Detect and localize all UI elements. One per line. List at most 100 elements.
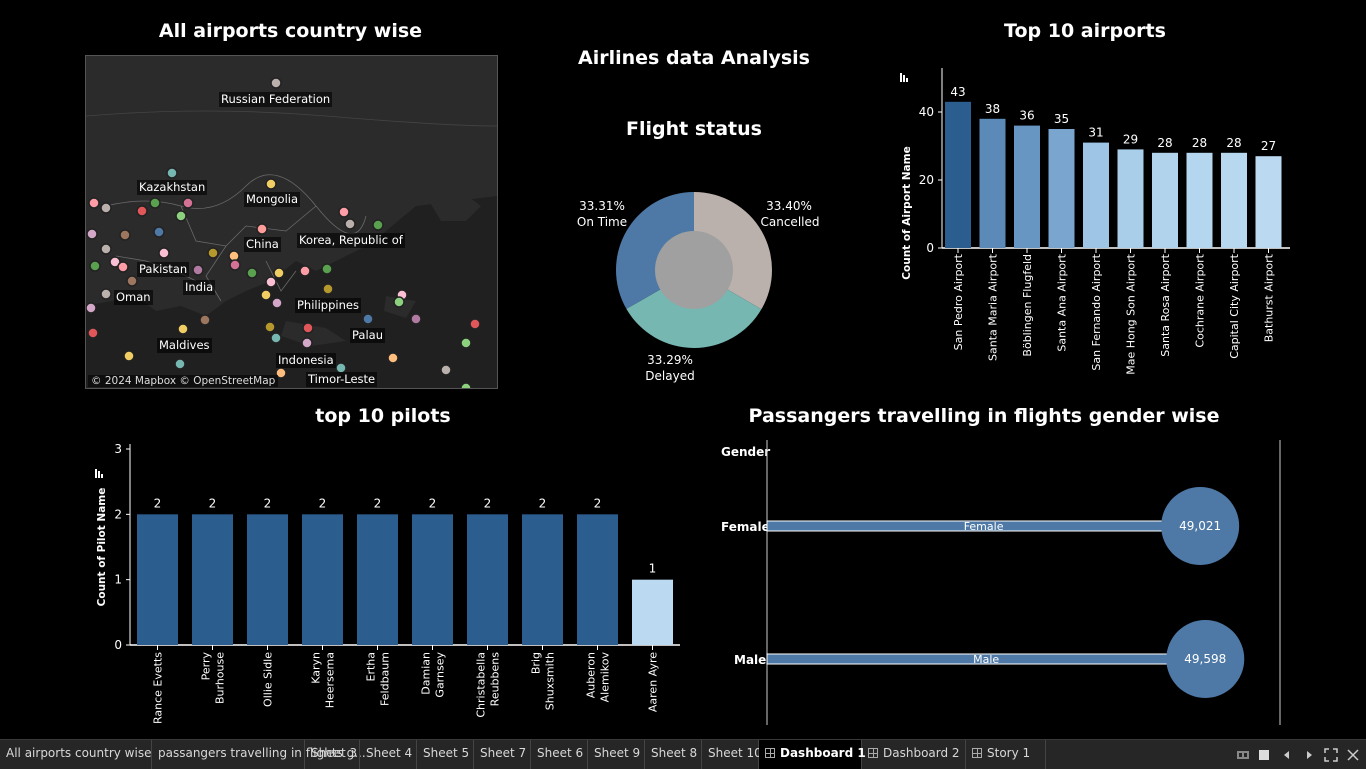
pilot-bar[interactable] [192,514,233,645]
sheet-tab-label: Dashboard 1 [780,746,866,760]
map-label-palau: Palau [350,328,385,343]
map-title: All airports country wise [158,20,423,42]
pilot-name-label: Heersema [324,652,337,708]
pilot-name-label: Reubbens [489,652,502,707]
pilot-bar[interactable] [632,579,673,645]
sort-icon[interactable] [900,73,908,82]
pilot-bar[interactable] [412,514,453,645]
airport-bar[interactable] [979,118,1006,248]
pilot-bar[interactable] [302,514,343,645]
pilot-bar-value: 2 [209,496,217,510]
pilot-bar[interactable] [137,514,178,645]
map-label-china: China [244,237,281,252]
airport-bar[interactable] [1255,156,1282,248]
pilots-y-axis-label: Count of Pilot Name [96,488,108,607]
sheet-tab-label: Sheet 9 [594,746,641,760]
pilot-bar[interactable] [577,514,618,645]
sheet-tab-label: Sheet 3 [311,746,358,760]
airports-y-axis-label: Count of Airport Name [901,146,913,279]
pilot-bar[interactable] [247,514,288,645]
pilot-name-label: Brig [530,652,543,674]
airport-bar-value: 29 [1123,132,1138,146]
airport-name-label: Santa Rosa Airport [1159,253,1172,356]
airport-bar-value: 27 [1261,139,1276,153]
sheet-tab-dashboard-2[interactable]: Dashboard 2 [862,740,966,769]
sheet-tab-all-airports-country-wise[interactable]: All airports country wise [0,740,152,769]
airport-bar[interactable] [1221,152,1247,248]
airport-bar[interactable] [1014,125,1040,248]
top-airports-chart[interactable]: Count of Airport Name 0 20 40 43 San Pedro A… [890,48,1290,388]
on-time-percent: 33.31% [579,199,625,213]
previous-sheet-icon[interactable] [1280,748,1294,762]
pilot-bar-value: 2 [429,496,437,510]
pilot-bar-value: 2 [594,496,602,510]
map-label-mongolia: Mongolia [244,192,301,207]
map-credit[interactable]: © 2024 Mapbox © OpenStreetMap [88,375,279,387]
sheet-tab-label: passangers travelling in flights g... [158,746,366,760]
pilot-name-label: Shuxsmith [544,652,557,710]
sort-icon[interactable] [95,469,103,478]
pilot-name-label: Aaren Ayre [647,652,660,712]
airport-bar-value: 38 [985,102,1000,116]
filmstrip-icon[interactable] [1236,748,1250,762]
airport-bar[interactable] [1117,149,1144,248]
airport-name-label: Cochrane Airport [1194,253,1207,347]
airport-bar[interactable] [945,101,971,248]
gender-chart-title: Passangers travelling in flights gender … [748,405,1220,427]
top-pilots-chart[interactable]: Count of Pilot Name 0 1 2 3 2 Rance Evetts 2 Pe… [85,432,685,732]
map-label-korea: Korea, Republic of [297,233,405,248]
sheet-tab-passangers-travelling-in-flights-g[interactable]: passangers travelling in flights g... [152,740,366,769]
gender-dimension-header: Gender [721,445,770,459]
sheet-tab-sheet-9[interactable]: Sheet 9 [588,740,645,769]
flight-status-donut[interactable]: 33.40% Cancelled 33.31% On Time 33.29% D… [554,160,834,390]
airport-name-label: Böblingen Flugfeld [1021,254,1034,357]
top-pilots-title: top 10 pilots [315,405,451,427]
sheet-tab-label: Story 1 [987,746,1031,760]
pilot-name-label: Burhouse [214,652,227,704]
airport-markers[interactable] [86,56,497,388]
gender-bubble-value: 49,598 [1184,652,1226,666]
pilot-bar[interactable] [357,514,398,645]
sheet-tab-dashboard-1[interactable]: Dashboard 1 [759,740,866,769]
pilot-name-label: Perry [200,652,213,681]
airport-bar[interactable] [1048,129,1075,248]
tab-view-icon[interactable] [1257,748,1271,762]
airport-bar-value: 28 [1226,136,1241,150]
gender-chart[interactable]: Gender Female Female 49,021 Male Male 49,598 [710,432,1310,732]
sheet-tab-sheet-4[interactable]: Sheet 4 [360,740,417,769]
pilot-bar[interactable] [522,514,563,645]
pilot-name-label: Garnsey [434,652,447,698]
airport-bar[interactable] [1186,152,1213,248]
on-time-label: On Time [577,215,627,229]
pilot-bar[interactable] [467,514,508,645]
airport-name-label: Capital City Airport [1228,253,1241,358]
map-label-russian-federation: Russian Federation [219,92,333,107]
dashboard-icon [765,748,775,758]
airport-bar[interactable] [1152,152,1178,248]
airports-map[interactable]: Russian Federation Kazakhstan Mongolia C… [85,55,498,389]
fit-icon[interactable] [1324,748,1338,762]
airport-bar[interactable] [1083,142,1109,248]
gender-bubble[interactable] [1166,620,1245,698]
top-airports-title: Top 10 airports [1004,20,1166,42]
airport-bar-value: 31 [1088,126,1103,140]
sheet-tab-sheet-7[interactable]: Sheet 7 [474,740,531,769]
sheet-tab-story-1[interactable]: Story 1 [966,740,1046,769]
next-sheet-icon[interactable] [1302,748,1316,762]
delayed-percent: 33.29% [647,353,693,367]
sheet-tab-sheet-3[interactable]: Sheet 3 [305,740,360,769]
fullscreen-icon[interactable] [1346,748,1360,762]
sheet-tab-sheet-8[interactable]: Sheet 8 [645,740,702,769]
sheet-tab-sheet-10[interactable]: Sheet 10 [702,740,762,769]
sheet-tab-label: Sheet 8 [651,746,698,760]
gender-bubble[interactable] [1161,487,1240,565]
pilot-name-label: Alemikov [599,652,612,703]
sheet-tab-sheet-5[interactable]: Sheet 5 [417,740,474,769]
pilots-y-tick-label: 3 [114,442,122,456]
sheet-tab-sheet-6[interactable]: Sheet 6 [531,740,588,769]
donut-slice-delayed[interactable] [626,270,762,348]
airport-name-label: Santa Ana Airport [1056,253,1069,351]
pilot-name-label: Ollie Sidle [262,652,275,707]
airport-bar-value: 36 [1019,109,1034,123]
airports-y-tick-label: 20 [919,173,934,187]
